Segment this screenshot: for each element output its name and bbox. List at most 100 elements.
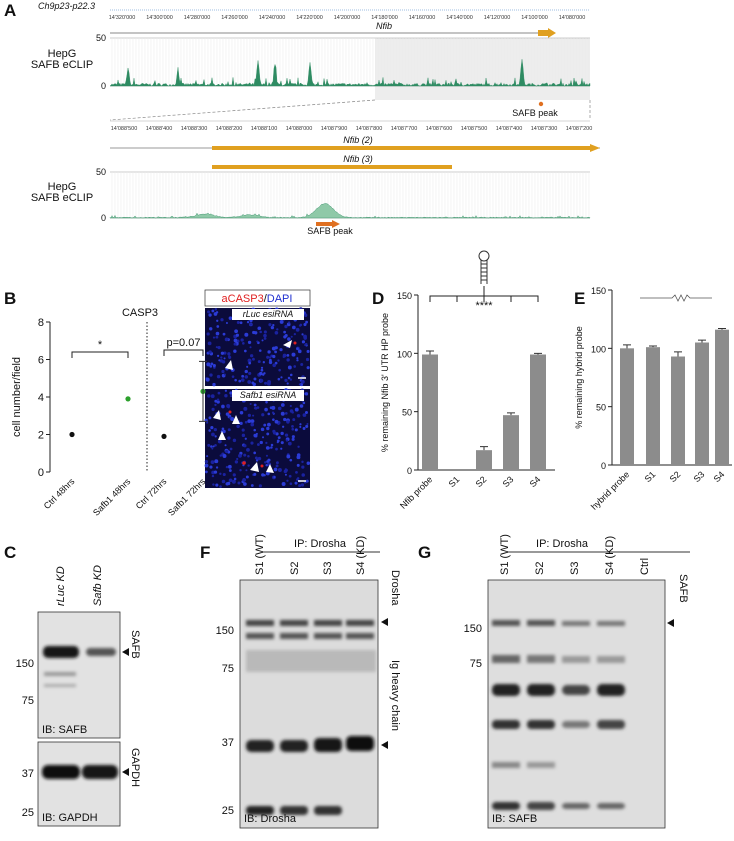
- nucleus: [243, 406, 248, 411]
- bar: [671, 356, 685, 465]
- nucleus: [222, 453, 227, 458]
- blot-label: S2: [534, 562, 546, 575]
- nucleus: [299, 323, 303, 327]
- nucleus: [306, 349, 310, 353]
- nucleus: [207, 341, 212, 346]
- nucleus: [213, 427, 217, 432]
- nucleus: [215, 466, 219, 469]
- nucleus: [268, 360, 273, 365]
- nucleus: [290, 335, 293, 338]
- x-tick-label: S2: [668, 469, 683, 484]
- mw-label: 25: [22, 807, 34, 819]
- nucleus: [274, 419, 279, 424]
- nucleus: [234, 378, 237, 382]
- nucleus: [295, 327, 300, 332]
- nucleus: [215, 335, 219, 339]
- nucleus: [204, 470, 208, 474]
- bands: [42, 646, 118, 779]
- x-tick-label: S3: [501, 474, 516, 489]
- nucleus: [272, 418, 275, 421]
- nucleus: [291, 352, 296, 357]
- nucleus: [209, 465, 213, 469]
- nucleus: [283, 330, 286, 334]
- nucleus: [280, 376, 283, 379]
- nucleus: [233, 477, 237, 481]
- nucleus: [246, 365, 249, 368]
- nucleus: [243, 444, 247, 448]
- nucleus: [266, 355, 270, 359]
- nucleus: [259, 378, 264, 383]
- nucleus: [256, 406, 260, 409]
- x-tick-label: S1: [447, 474, 462, 489]
- nucleus: [257, 456, 262, 461]
- nucleus: [292, 325, 296, 330]
- nucleus: [294, 481, 298, 485]
- coordinate: 14'260'000: [221, 15, 248, 21]
- nucleus: [243, 482, 247, 486]
- nucleus: [245, 469, 248, 472]
- coverage-signal: [109, 59, 591, 87]
- hairpin-icon: [478, 250, 490, 284]
- bar: [476, 450, 492, 470]
- nucleus: [223, 357, 226, 360]
- legend-box: [204, 289, 311, 307]
- mw-label: 150: [16, 658, 34, 670]
- locus: Ch9p23-p22.3: [38, 1, 95, 11]
- error-bar: [507, 412, 515, 416]
- isoform-exon: [212, 165, 452, 169]
- panel-label: E: [574, 289, 585, 308]
- nucleus: [272, 323, 275, 327]
- ib-label: IB: GAPDH: [42, 812, 98, 824]
- coordinate: 14'087'900: [321, 126, 348, 132]
- coordinate: 14'180'000: [371, 15, 398, 21]
- nucleus: [253, 433, 258, 438]
- mw-label: 150: [216, 625, 234, 637]
- nucleus: [223, 351, 227, 355]
- nucleus: [287, 321, 291, 324]
- image-label-box: [232, 390, 304, 401]
- nucleus: [204, 463, 209, 468]
- casp3-cells: [228, 341, 297, 468]
- nucleus: [239, 469, 242, 472]
- nucleus: [253, 377, 257, 381]
- nucleus: [260, 427, 265, 432]
- y-axis-label: % remaining hybrid probe: [574, 326, 584, 429]
- nucleus: [258, 484, 262, 488]
- nucleus: [212, 382, 216, 387]
- coordinate: 14'088'100: [251, 126, 278, 132]
- nucleus: [241, 428, 245, 432]
- coordinate: 14'088'300: [181, 126, 208, 132]
- nucleus: [266, 432, 270, 436]
- nucleus: [274, 346, 278, 350]
- panel-label: A: [4, 1, 16, 20]
- legend-part: aCASP3: [222, 293, 264, 305]
- nucleus: [291, 435, 295, 439]
- nucleus: [232, 481, 235, 484]
- nucleus: [209, 327, 213, 331]
- nucleus: [280, 441, 284, 445]
- coordinate: 14'100'000: [521, 15, 548, 21]
- nucleus: [242, 477, 246, 482]
- nucleus: [206, 421, 209, 424]
- nucleus: [299, 404, 304, 408]
- blot-label: Drosha: [389, 570, 401, 606]
- hybrid-icon: [640, 294, 712, 302]
- nucleus: [284, 468, 288, 471]
- gene-name: Nfib: [376, 21, 392, 31]
- nucleus: [297, 445, 300, 448]
- nucleus: [247, 413, 252, 417]
- coordinate: 14'220'000: [296, 15, 323, 21]
- coordinate: 14'240'000: [259, 15, 286, 21]
- x-tick-label: hybrid probe: [589, 469, 631, 511]
- nucleus: [210, 460, 215, 465]
- x-tick-label: Ctrl 72hrs: [134, 476, 169, 511]
- nucleus: [305, 320, 308, 324]
- nucleus: [220, 351, 225, 355]
- bar: [620, 348, 634, 465]
- nucleus: [212, 483, 215, 486]
- nucleus: [218, 359, 221, 362]
- y-tick-label: 150: [591, 286, 606, 296]
- nucleus: [296, 463, 300, 467]
- nucleus: [241, 374, 245, 378]
- nucleus: [262, 361, 265, 364]
